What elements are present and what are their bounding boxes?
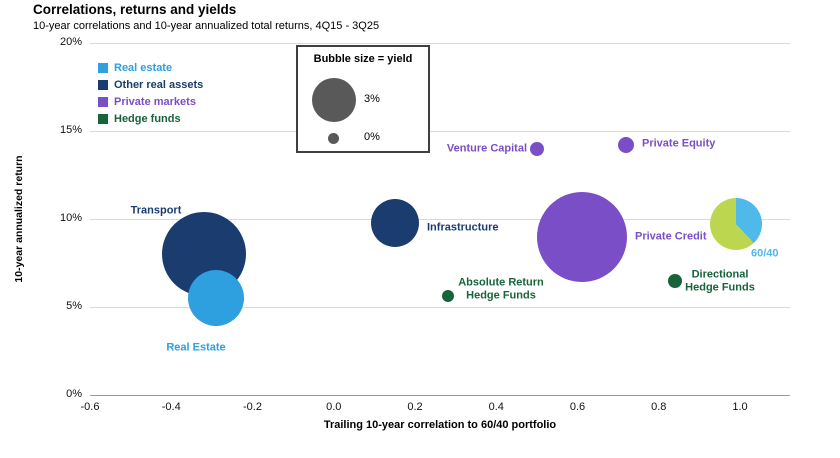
plot-area: Real estate Other real assets Private mark… [90, 43, 790, 396]
chart-subtitle: 10-year correlations and 10-year annuali… [33, 20, 380, 32]
y-tick-label: 15% [59, 124, 82, 136]
legend-swatch-icon [98, 63, 108, 73]
x-axis-line [90, 395, 790, 396]
bubble-directional-hedge-funds [668, 273, 682, 288]
large-bubble-icon [312, 78, 356, 122]
x-tick-label: -0.2 [243, 401, 262, 413]
x-tick-label: 0.0 [326, 401, 342, 413]
x-tick-label: 1.0 [732, 401, 748, 413]
x-tick-label: -0.6 [80, 401, 100, 413]
bubble-venture-capital [529, 141, 544, 156]
label-private-equity: Private Equity [642, 137, 716, 150]
legend-label: Real estate [114, 62, 173, 74]
gridline [90, 307, 790, 308]
x-axis-label: Trailing 10-year correlation to 60/40 po… [323, 419, 557, 431]
bubble-size-legend: Bubble size = yield 3% 0% [296, 45, 430, 153]
legend-item-other_real_assets: Other real assets [98, 79, 203, 91]
small-bubble-icon [328, 133, 339, 144]
gridline [90, 43, 790, 44]
bubble-size-legend-title: Bubble size = yield [313, 53, 413, 65]
y-tick-label: 10% [59, 212, 82, 224]
legend-swatch-icon [98, 80, 108, 90]
y-tick-label: 0% [66, 388, 82, 400]
x-tick-label: -0.4 [161, 401, 181, 413]
x-tick-label: 0.2 [407, 401, 423, 413]
legend-label: Private markets [114, 96, 196, 108]
legend-item-private_markets: Private markets [98, 96, 203, 108]
x-tick-label: 0.4 [488, 401, 504, 413]
legend-item-hedge_funds: Hedge funds [98, 113, 203, 125]
legend-label: Other real assets [114, 79, 204, 91]
gridline [90, 219, 790, 220]
y-axis-label: 10-year annualized return [13, 155, 25, 283]
chart-title: Correlations, returns and yields [33, 2, 237, 17]
legend-label: Hedge funds [114, 113, 181, 125]
label-absolute-return-hedge-funds: Absolute Return Hedge Funds [458, 276, 544, 301]
label-60-40-portfolio: 60/40 [751, 247, 779, 260]
label-venture-capital: Venture Capital [446, 142, 527, 155]
y-tick-label: 20% [59, 36, 82, 48]
label-private-credit: Private Credit [635, 230, 707, 243]
bubble-private-equity [618, 137, 635, 154]
bubble-absolute-return-hedge-funds [441, 290, 454, 303]
large-bubble-label: 3% [364, 93, 380, 105]
gridline [90, 131, 790, 132]
bubble-private-credit [536, 191, 627, 282]
x-tick-label: 0.8 [651, 401, 667, 413]
legend-swatch-icon [98, 114, 108, 124]
bubble-60-40-portfolio [709, 198, 762, 251]
label-transport: Transport [130, 204, 182, 217]
small-bubble-label: 0% [364, 131, 380, 143]
label-real-estate: Real Estate [166, 341, 226, 354]
bubble-real-estate [187, 270, 244, 327]
category-legend: Real estate Other real assets Private mark… [98, 62, 203, 130]
bubble-infrastructure [370, 198, 419, 247]
y-tick-label: 5% [66, 300, 82, 312]
legend-item-real_estate: Real estate [98, 62, 203, 74]
label-infrastructure: Infrastructure [427, 221, 499, 234]
legend-swatch-icon [98, 97, 108, 107]
x-tick-label: 0.6 [569, 401, 586, 413]
label-directional-hedge-funds: Directional Hedge Funds [685, 268, 755, 293]
